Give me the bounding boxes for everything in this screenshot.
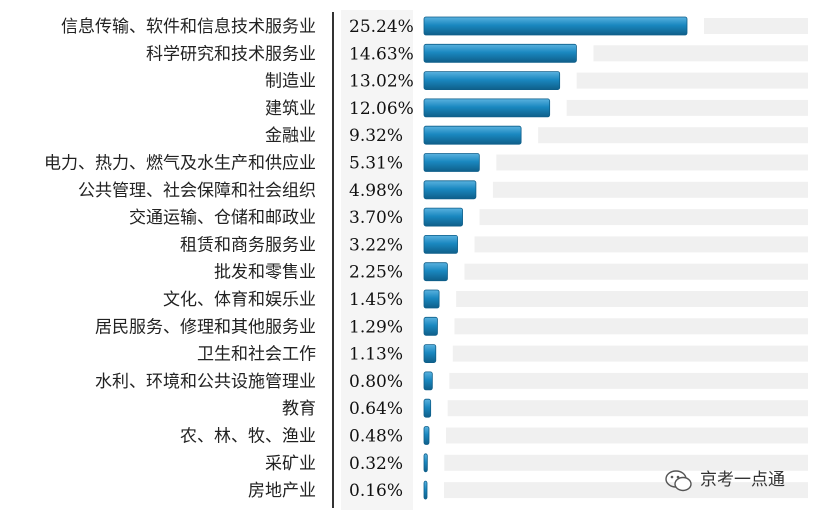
value-label: 0.32% <box>349 454 403 474</box>
bar-track <box>566 99 808 116</box>
category-label: 水利、环境和公共设施管理业 <box>95 372 316 392</box>
bar-track <box>464 263 808 280</box>
bar <box>423 234 458 254</box>
bar <box>423 426 430 445</box>
bar <box>423 153 480 172</box>
category-label: 房地产业 <box>248 481 316 501</box>
bar-track <box>479 209 808 226</box>
category-label: 建筑业 <box>265 99 316 119</box>
value-label: 1.13% <box>349 345 403 365</box>
category-labels: 信息传输、软件和信息技术服务业科学研究和技术服务业制造业建筑业金融业电力、热力、… <box>44 17 316 501</box>
bar-tracks <box>444 18 808 499</box>
bar <box>423 180 477 200</box>
value-label: 14.63% <box>349 44 414 64</box>
category-label: 教育 <box>282 399 316 419</box>
watermark-text: 京考一点通 <box>700 470 785 490</box>
value-label: 3.70% <box>349 208 403 228</box>
bar-track <box>449 372 808 389</box>
value-label: 12.06% <box>349 99 414 119</box>
category-label: 批发和零售业 <box>214 263 316 283</box>
bars <box>423 16 688 500</box>
bar <box>423 480 428 500</box>
wechat-icon <box>665 470 692 492</box>
bar <box>423 98 551 118</box>
value-label: 3.22% <box>349 235 403 255</box>
bar-track <box>444 454 808 471</box>
value-label: 0.16% <box>349 481 403 501</box>
category-label: 农、林、牧、渔业 <box>180 427 316 447</box>
category-label: 卫生和社会工作 <box>197 345 316 365</box>
value-label: 0.80% <box>349 372 403 392</box>
bar-track <box>456 291 808 307</box>
value-label: 0.64% <box>349 399 403 419</box>
value-label: 4.98% <box>349 181 403 201</box>
category-label: 采矿业 <box>265 454 316 474</box>
bar-track <box>496 154 808 171</box>
bar-track <box>452 345 808 362</box>
bar <box>423 316 438 336</box>
category-label: 电力、热力、燃气及水生产和供应业 <box>44 154 316 174</box>
value-label: 9.32% <box>349 126 403 146</box>
value-labels: 25.24% 14.63% 13.02% 12.06% 9.32% 5.31% 4.98% 3… <box>349 17 414 501</box>
watermark: 京考一点通 <box>665 470 785 492</box>
bar-track <box>576 72 808 89</box>
bar-track <box>444 482 808 499</box>
bar <box>423 43 577 63</box>
category-label: 公共管理、社会保障和社会组织 <box>78 181 316 201</box>
bar-track <box>454 318 808 335</box>
bar-track <box>538 127 808 144</box>
value-label: 25.24% <box>349 17 414 37</box>
category-label: 交通运输、仓储和邮政业 <box>129 208 316 228</box>
bar-track <box>492 181 808 198</box>
bar <box>423 453 428 473</box>
bar-track <box>704 18 808 34</box>
category-label: 租赁和商务服务业 <box>180 235 316 255</box>
bar <box>423 398 432 418</box>
value-label: 2.25% <box>349 263 403 283</box>
bar <box>423 371 433 391</box>
bar-track <box>593 45 808 62</box>
bar <box>423 125 522 145</box>
bar <box>423 16 688 36</box>
bar-track <box>446 427 808 444</box>
bar-track <box>447 400 808 417</box>
category-label: 居民服务、修理和其他服务业 <box>95 317 316 337</box>
value-label-column <box>341 10 413 510</box>
bar-track <box>474 236 808 253</box>
value-label: 1.45% <box>349 290 403 310</box>
category-label: 金融业 <box>265 126 316 146</box>
bar <box>423 262 448 282</box>
bar <box>423 344 437 364</box>
value-label: 0.48% <box>349 427 403 447</box>
value-label: 13.02% <box>349 72 414 92</box>
bar <box>423 289 440 309</box>
category-label: 信息传输、软件和信息技术服务业 <box>61 17 316 37</box>
bar <box>423 71 561 90</box>
category-label: 制造业 <box>265 72 316 92</box>
bar <box>423 207 463 227</box>
value-label: 5.31% <box>349 154 403 174</box>
value-label: 1.29% <box>349 317 403 337</box>
category-label: 文化、体育和娱乐业 <box>163 290 316 310</box>
category-label: 科学研究和技术服务业 <box>146 44 316 64</box>
